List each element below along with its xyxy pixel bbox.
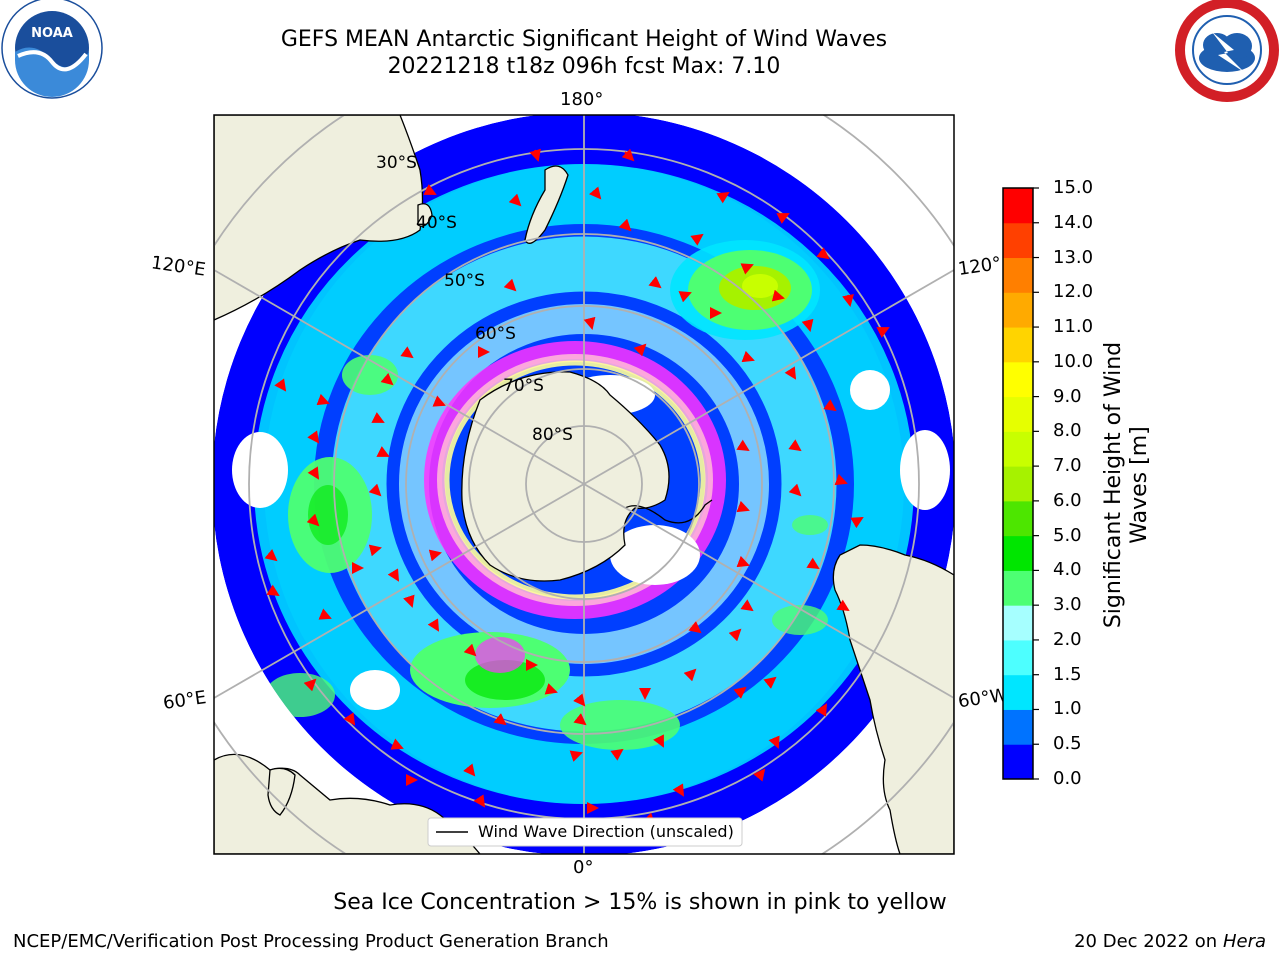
lon-label-top: 180° [560,89,604,110]
colorbar-band [1003,639,1033,676]
colorbar-tick-label: 1.0 [1053,698,1082,720]
colorbar-tick-label: 0.5 [1053,733,1082,755]
colorbar-band [1003,396,1033,432]
colorbar-tick-label: 6.0 [1053,489,1082,511]
colorbar-band [1003,292,1033,328]
legend-label: Wind Wave Direction (unscaled) [478,822,734,841]
colorbar-band [1003,466,1033,502]
colorbar-band [1003,674,1033,710]
colorbar-title: Significant Height of Wind Waves [m] [1101,342,1153,628]
map-frame [213,114,955,855]
colorbar-band [1003,709,1033,745]
colorbar-title-line-1: Significant Height of Wind [1101,341,1126,629]
host-text: Hera [1222,931,1266,952]
colorbar-tick-label: 0.0 [1053,768,1082,789]
colorbar-tick-label: 9.0 [1053,385,1082,407]
lat-label-80s: 80°S [532,425,573,445]
wind-wave-arrows [264,148,890,832]
colorbar-tick-label: 14.0 [1053,211,1094,233]
svg-text:NOAA: NOAA [31,26,73,41]
colorbar-tick-label: 3.0 [1053,594,1082,616]
colorbar-band [1003,744,1033,780]
colorbar-tick-label: 11.0 [1053,316,1094,338]
colorbar-tick-label: 4.0 [1053,559,1082,581]
colorbar-tick-label: 1.5 [1053,663,1082,685]
noaa-logo: NOAA [1,0,103,99]
colorbar-band [1003,188,1033,224]
colorbar-band [1003,570,1033,606]
nws-logo [1175,0,1279,102]
colorbar-title-line-2: Waves [m] [1127,426,1152,544]
colorbar-tick-label: 7.0 [1053,455,1082,477]
colorbar-band [1003,361,1033,398]
date-stamp: 20 Dec 2022 on Hera [1074,931,1266,952]
lat-label-60s: 60°S [475,324,516,344]
colorbar-tick-label: 15.0 [1053,177,1094,198]
title-line-1: GEFS MEAN Antarctic Significant Height o… [280,27,888,52]
lat-label-40s: 40°S [416,213,457,233]
colorbar-band [1003,605,1033,641]
colorbar-tick-label: 5.0 [1053,524,1082,546]
lat-label-70s: 70°S [503,376,544,396]
lon-label-bottom: 0° [573,857,594,878]
colorbar-tick-label: 8.0 [1053,420,1082,442]
colorbar-tick-label: 2.0 [1053,628,1082,650]
title-line-2: 20221218 t18z 096h fcst Max: 7.10 [387,54,781,79]
colorbar-band [1003,222,1033,259]
colorbar-band [1003,500,1033,537]
antarctica [461,371,670,582]
lat-label-30s: 30°S [376,153,417,173]
credit-text: NCEP/EMC/Verification Post Processing Pr… [13,931,609,952]
colorbar-band [1003,431,1033,467]
lat-label-50s: 50°S [444,271,485,291]
date-text: 20 Dec 2022 on [1074,931,1218,952]
colorbar-tick-label: 12.0 [1053,281,1094,303]
colorbar-tick-label: 13.0 [1053,246,1094,268]
colorbar-band [1003,257,1033,293]
sea-ice-note: Sea Ice Concentration > 15% is shown in … [333,890,947,915]
map-legend [427,817,743,847]
colorbar-band [1003,535,1033,571]
sea-ice-ring [424,341,726,673]
colorbar-band [1003,327,1033,363]
landmasses [214,115,954,854]
colorbar-tick-label: 10.0 [1053,350,1094,372]
